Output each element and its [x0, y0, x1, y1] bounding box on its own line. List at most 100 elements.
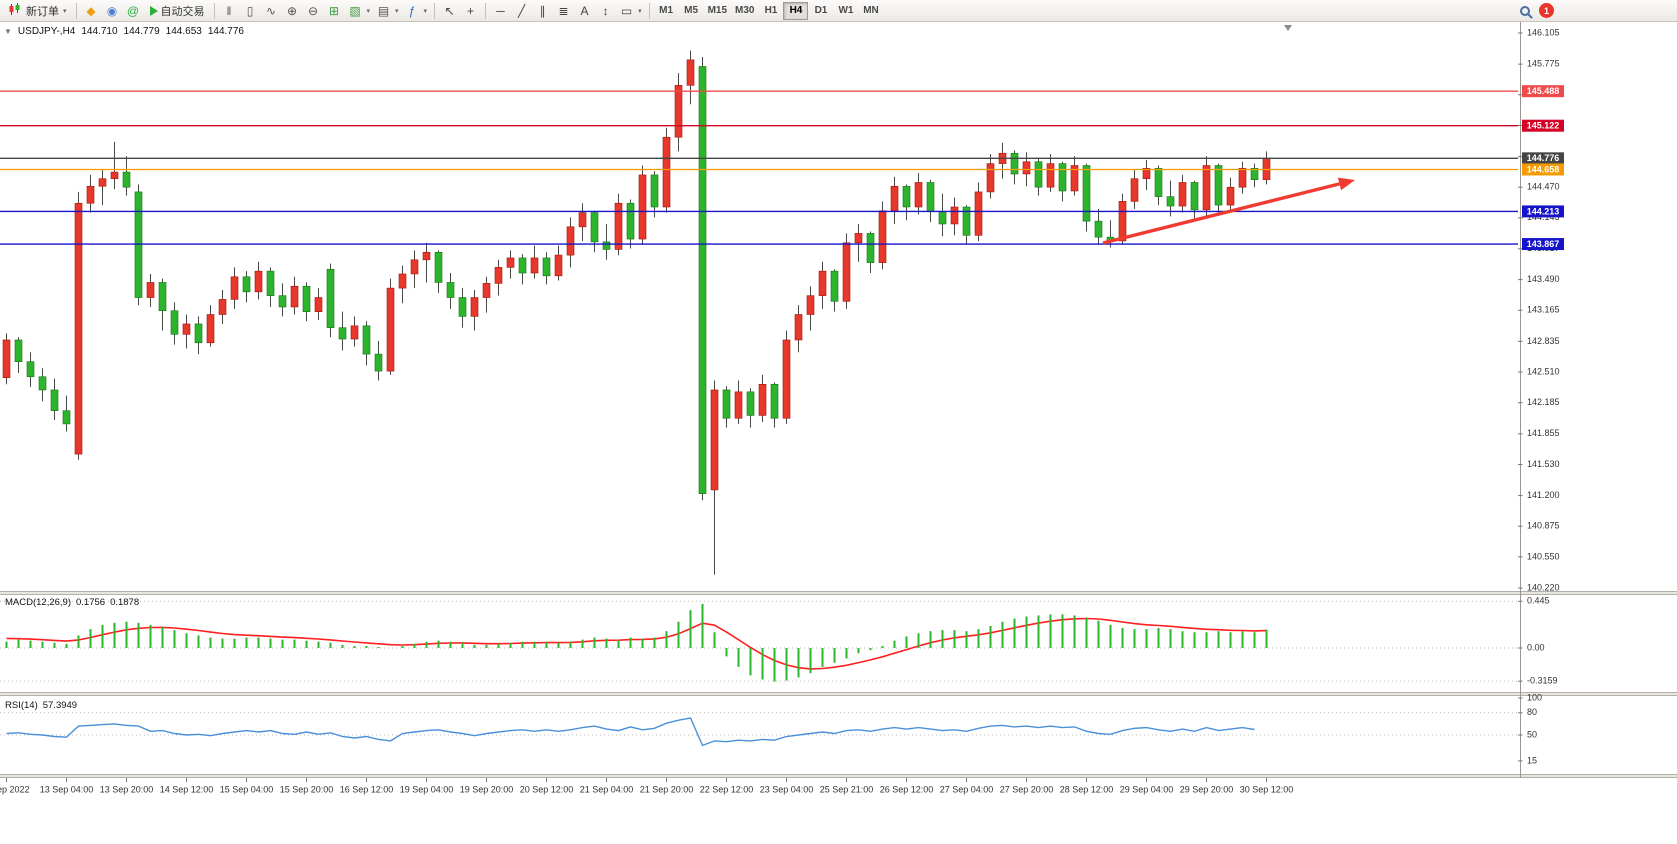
svg-text:28 Sep 12:00: 28 Sep 12:00	[1060, 784, 1114, 794]
panel-frames	[0, 22, 1677, 778]
candle-body	[530, 257, 539, 274]
horizontal-line-button[interactable]: ─	[490, 1, 511, 21]
candle-body	[722, 389, 731, 419]
svg-text:29 Sep 20:00: 29 Sep 20:00	[1180, 784, 1234, 794]
timeframe-mn-button[interactable]: MN	[858, 2, 883, 20]
candle-body	[134, 191, 143, 298]
search-icon[interactable]	[1520, 5, 1530, 16]
chart-area: 146.105145.775145.450145.125144.795144.4…	[0, 22, 1677, 844]
cursor-icon: ↖	[444, 3, 455, 18]
timeframe-w1-button[interactable]: W1	[833, 2, 858, 20]
candle-body	[1094, 220, 1103, 238]
timeframe-m1-button[interactable]: M1	[654, 2, 679, 20]
svg-text:146.105: 146.105	[1527, 27, 1560, 37]
trend-arrow-annotation[interactable]	[1102, 177, 1355, 245]
candle-body	[890, 185, 899, 212]
timeframe-m15-button[interactable]: M15	[704, 2, 731, 20]
timeframe-m5-button[interactable]: M5	[679, 2, 704, 20]
trendline-button[interactable]: ╱	[511, 1, 532, 21]
bar-chart-button[interactable]: ‖	[219, 1, 240, 21]
crosshair-button[interactable]: +	[460, 1, 481, 21]
zoom-out-button[interactable]: ⊖	[303, 1, 324, 21]
notification-badge[interactable]: 1	[1539, 3, 1554, 18]
price-axis: 146.105145.775145.450145.125144.795144.4…	[1518, 27, 1560, 592]
candle-body	[602, 241, 611, 250]
horizontal-line-icon: ─	[496, 3, 505, 18]
fibonacci-button[interactable]: ≣	[553, 1, 574, 21]
candle-body	[1154, 168, 1163, 197]
marketplace-button[interactable]: ◆	[81, 1, 102, 21]
auto-trading-button[interactable]: 自动交易	[145, 1, 210, 21]
svg-text:50: 50	[1527, 729, 1537, 739]
svg-text:14 Sep 12:00: 14 Sep 12:00	[160, 784, 214, 794]
candle-body	[650, 174, 659, 208]
svg-text:25 Sep 21:00: 25 Sep 21:00	[820, 784, 874, 794]
chevron-down-icon: ▾	[63, 7, 67, 15]
shapes-button[interactable]: ▭ ▾	[616, 1, 645, 21]
timeframe-d1-button[interactable]: D1	[808, 2, 833, 20]
svg-text:140.550: 140.550	[1527, 551, 1560, 561]
candle-body	[1142, 168, 1151, 180]
price-chart-canvas[interactable]: 146.105145.775145.450145.125144.795144.4…	[0, 22, 1677, 844]
channel-button[interactable]: ∥	[532, 1, 553, 21]
toolbar-separator	[213, 2, 215, 19]
candle-body	[782, 339, 791, 419]
candle-body	[578, 212, 587, 228]
service-icons-group: ◆ ◉ @	[81, 1, 144, 21]
svg-text:0.00: 0.00	[1527, 642, 1545, 652]
candle-body	[338, 327, 347, 340]
candle-body	[878, 210, 887, 263]
price-tag	[1522, 119, 1564, 132]
candle-body	[1022, 161, 1031, 175]
new-order-button[interactable]: 新订单 ▾	[3, 1, 72, 21]
indicators-button[interactable]: ƒ ▾	[402, 1, 431, 21]
candle-body	[398, 273, 407, 289]
svg-text:0.445: 0.445	[1527, 596, 1550, 606]
arrows-button[interactable]: ↕	[595, 1, 616, 21]
price-tag	[1522, 152, 1564, 165]
line-chart-button[interactable]: ∿	[261, 1, 282, 21]
profiles-button[interactable]: ▤ ▾	[373, 1, 402, 21]
candle-body	[794, 314, 803, 341]
chart-shift-marker[interactable]	[1284, 25, 1292, 31]
candle-body	[746, 391, 755, 416]
timeframes-group: M1 M5 M15 M30 H1 H4 D1 W1 MN	[654, 1, 884, 20]
candle-body	[614, 202, 623, 250]
new-chart-icon: ▧	[349, 3, 361, 18]
tile-windows-button[interactable]: ⊞	[324, 1, 345, 21]
candle-body	[518, 257, 527, 274]
candle-body	[146, 282, 155, 298]
timeframe-h1-button[interactable]: H1	[758, 2, 783, 20]
svg-text:23 Sep 04:00: 23 Sep 04:00	[760, 784, 814, 794]
timeframe-h4-button[interactable]: H4	[783, 1, 809, 20]
candle-body	[2, 339, 11, 378]
mql5-button[interactable]: @	[123, 1, 144, 21]
candlestick-chart-button[interactable]: ▯	[240, 1, 261, 21]
svg-text:22 Sep 12:00: 22 Sep 12:00	[700, 784, 754, 794]
candle-body	[1190, 182, 1199, 211]
timeframe-m30-button[interactable]: M30	[731, 2, 758, 20]
toolbar-separator	[485, 2, 487, 19]
text-button[interactable]: A	[574, 1, 595, 21]
community-button[interactable]: ◉	[102, 1, 123, 21]
crosshair-icon: +	[467, 3, 475, 18]
draw-icons-group: ─ ╱ ∥ ≣ A ↕ ▭ ▾	[490, 1, 645, 21]
candle-body	[230, 276, 239, 300]
candle-body	[506, 257, 515, 268]
chevron-down-icon: ▾	[423, 7, 428, 15]
candle-body	[170, 310, 179, 335]
svg-text:29 Sep 04:00: 29 Sep 04:00	[1120, 784, 1174, 794]
zoom-in-button[interactable]: ⊕	[282, 1, 303, 21]
one-click-trading-toggle[interactable]: ▼	[4, 27, 12, 36]
svg-text:21 Sep 04:00: 21 Sep 04:00	[580, 784, 634, 794]
chart-icons-group: ‖ ▯ ∿ ⊕ ⊖ ⊞ ▧ ▾ ▤ ▾ ƒ ▾	[219, 1, 431, 21]
new-chart-button[interactable]: ▧ ▾	[345, 1, 374, 21]
cursor-button[interactable]: ↖	[439, 1, 460, 21]
svg-text:20 Sep 12:00: 20 Sep 12:00	[520, 784, 574, 794]
candle-body	[350, 325, 359, 340]
svg-text:142.185: 142.185	[1527, 397, 1560, 407]
price-tag	[1522, 205, 1564, 218]
candle-body	[410, 259, 419, 275]
candle-body	[422, 251, 431, 261]
candle-body	[434, 251, 443, 283]
